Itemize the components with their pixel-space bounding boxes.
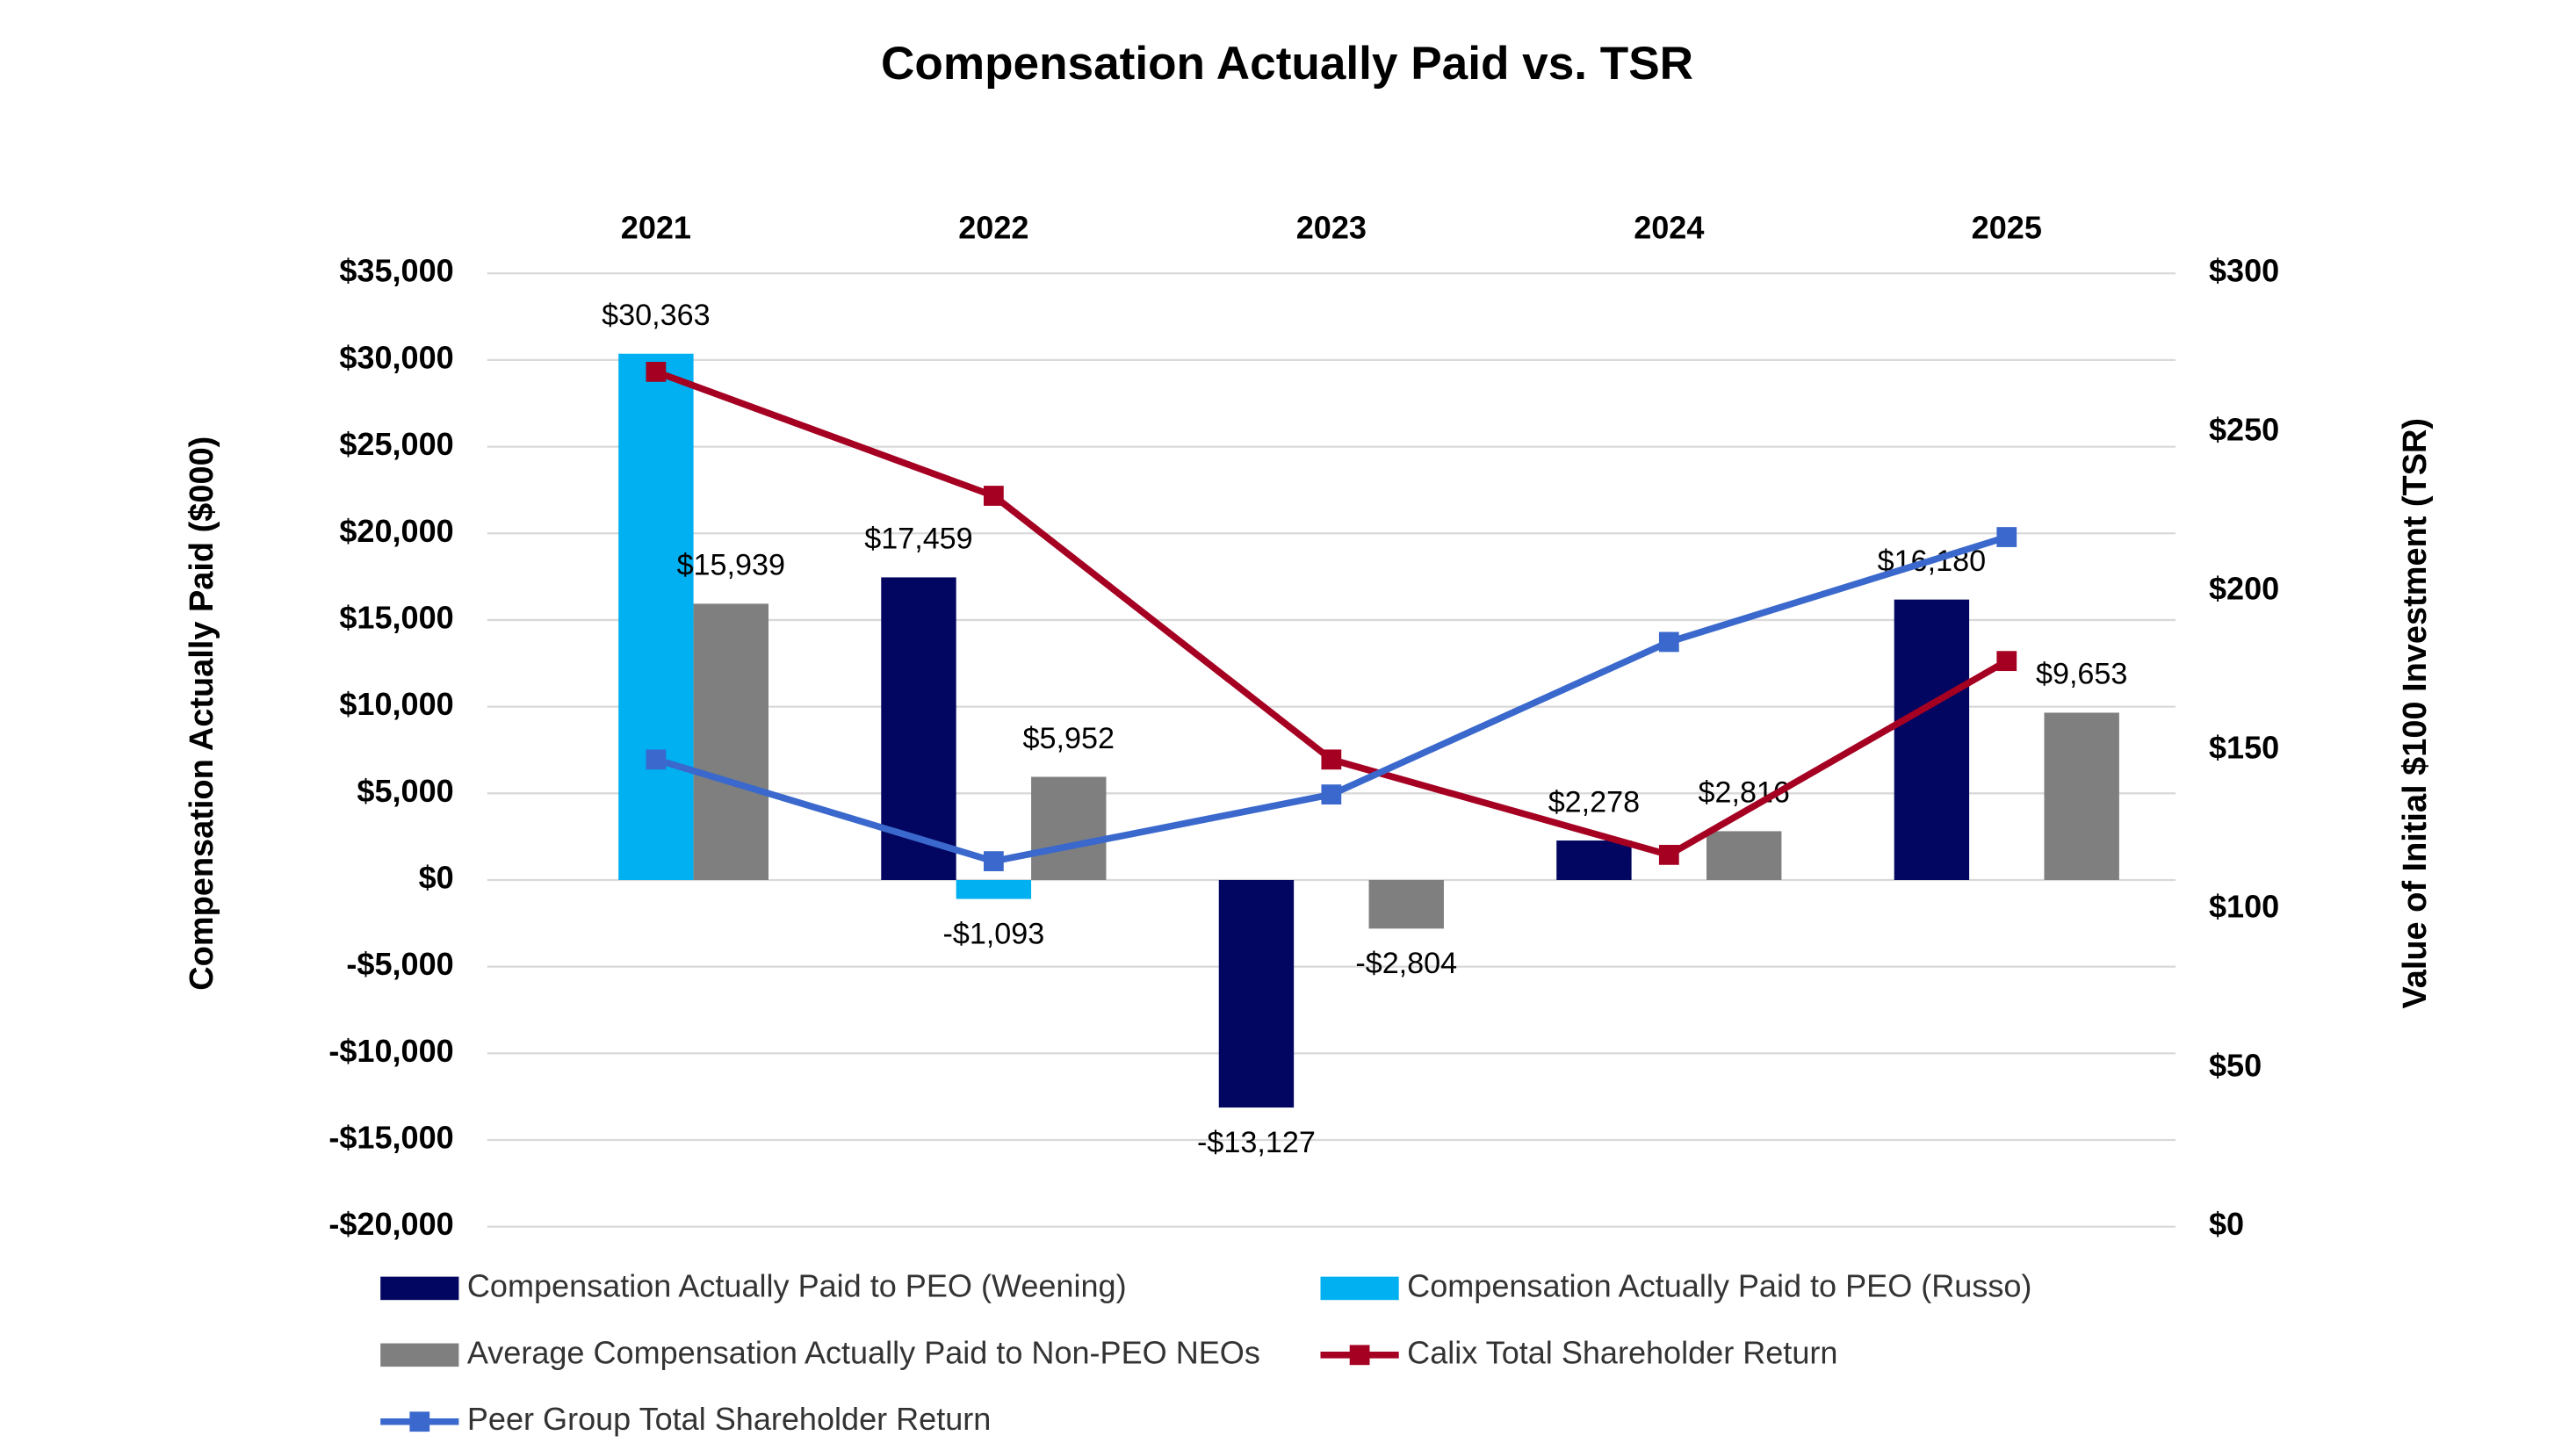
y2-tick-label: $250	[2209, 412, 2279, 448]
bar	[618, 353, 694, 880]
y2-tick-label: $150	[2209, 729, 2279, 765]
bar	[1031, 776, 1107, 880]
bar	[2044, 712, 2119, 880]
x-tick-label: 2023	[1296, 209, 1367, 245]
y-tick-label: -$10,000	[328, 1033, 453, 1069]
data-label: -$13,127	[1197, 1126, 1316, 1159]
bar	[881, 577, 956, 880]
bar	[1218, 879, 1295, 1108]
bar	[1556, 840, 1632, 880]
chart-title: Compensation Actually Paid vs. TSR	[881, 38, 1693, 90]
line-marker	[1321, 784, 1342, 805]
y-tick-label: $15,000	[339, 599, 453, 635]
legend-swatch	[1349, 1345, 1370, 1366]
x-tick-label: 2025	[1972, 209, 2042, 245]
y-tick-label: $35,000	[339, 253, 453, 289]
y-tick-label: $25,000	[339, 426, 453, 462]
line-marker	[1996, 527, 2017, 547]
y-tick-label: -$15,000	[328, 1120, 453, 1156]
line-marker	[1321, 749, 1342, 770]
legend-label: Compensation Actually Paid to PEO (Weeni…	[467, 1267, 1127, 1303]
line-marker	[1996, 651, 2017, 672]
legend-swatch	[1320, 1276, 1399, 1301]
line-marker	[1658, 844, 1679, 865]
bar	[1894, 599, 1970, 880]
line	[654, 533, 2008, 865]
y2-tick-label: $50	[2209, 1047, 2262, 1083]
line	[654, 368, 2009, 859]
legend-swatch	[409, 1411, 430, 1432]
data-label: $2,278	[1548, 785, 1640, 819]
y-tick-label: $30,000	[339, 339, 453, 375]
line-marker	[646, 362, 667, 382]
data-label: $9,653	[2036, 658, 2127, 691]
legend-label: Compensation Actually Paid to PEO (Russo…	[1407, 1267, 2031, 1303]
line-marker	[983, 851, 1004, 871]
bar	[1368, 879, 1444, 929]
data-label: $5,952	[1023, 722, 1115, 755]
y2-tick-label: $100	[2209, 888, 2279, 924]
y-tick-label: -$20,000	[328, 1206, 453, 1242]
data-label: -$1,093	[942, 917, 1044, 950]
y2-tick-label: $300	[2209, 253, 2279, 289]
legend-swatch	[380, 1276, 459, 1301]
legend-label: Calix Total Shareholder Return	[1407, 1334, 1837, 1370]
y-tick-label: $5,000	[357, 773, 453, 809]
y-axis-title: Compensation Actually Paid ($000)	[184, 436, 220, 991]
y-tick-label: $0	[419, 860, 454, 896]
legend-label: Peer Group Total Shareholder Return	[467, 1401, 991, 1437]
legend-label: Average Compensation Actually Paid to No…	[467, 1334, 1260, 1370]
line-marker	[983, 486, 1004, 506]
bar	[693, 603, 768, 880]
data-label: $15,939	[677, 549, 785, 582]
line-marker	[1658, 631, 1679, 653]
data-label: -$2,804	[1355, 947, 1457, 980]
y-tick-label: $10,000	[339, 686, 453, 722]
y-tick-label: $20,000	[339, 513, 453, 549]
line-marker	[646, 749, 667, 770]
y2-tick-label: $200	[2209, 571, 2279, 607]
x-tick-label: 2022	[958, 209, 1028, 245]
data-label: $17,459	[864, 523, 972, 556]
legend-swatch	[380, 1343, 459, 1367]
y2-axis-title: Value of Initial $100 Investment (TSR)	[2397, 418, 2434, 1009]
data-label: $30,363	[602, 299, 710, 332]
bar	[1707, 831, 1782, 880]
x-tick-label: 2021	[621, 209, 691, 245]
bar	[956, 879, 1032, 899]
y2-tick-label: $0	[2209, 1206, 2244, 1242]
x-tick-label: 2024	[1634, 209, 1704, 245]
y-tick-label: -$5,000	[346, 946, 453, 982]
